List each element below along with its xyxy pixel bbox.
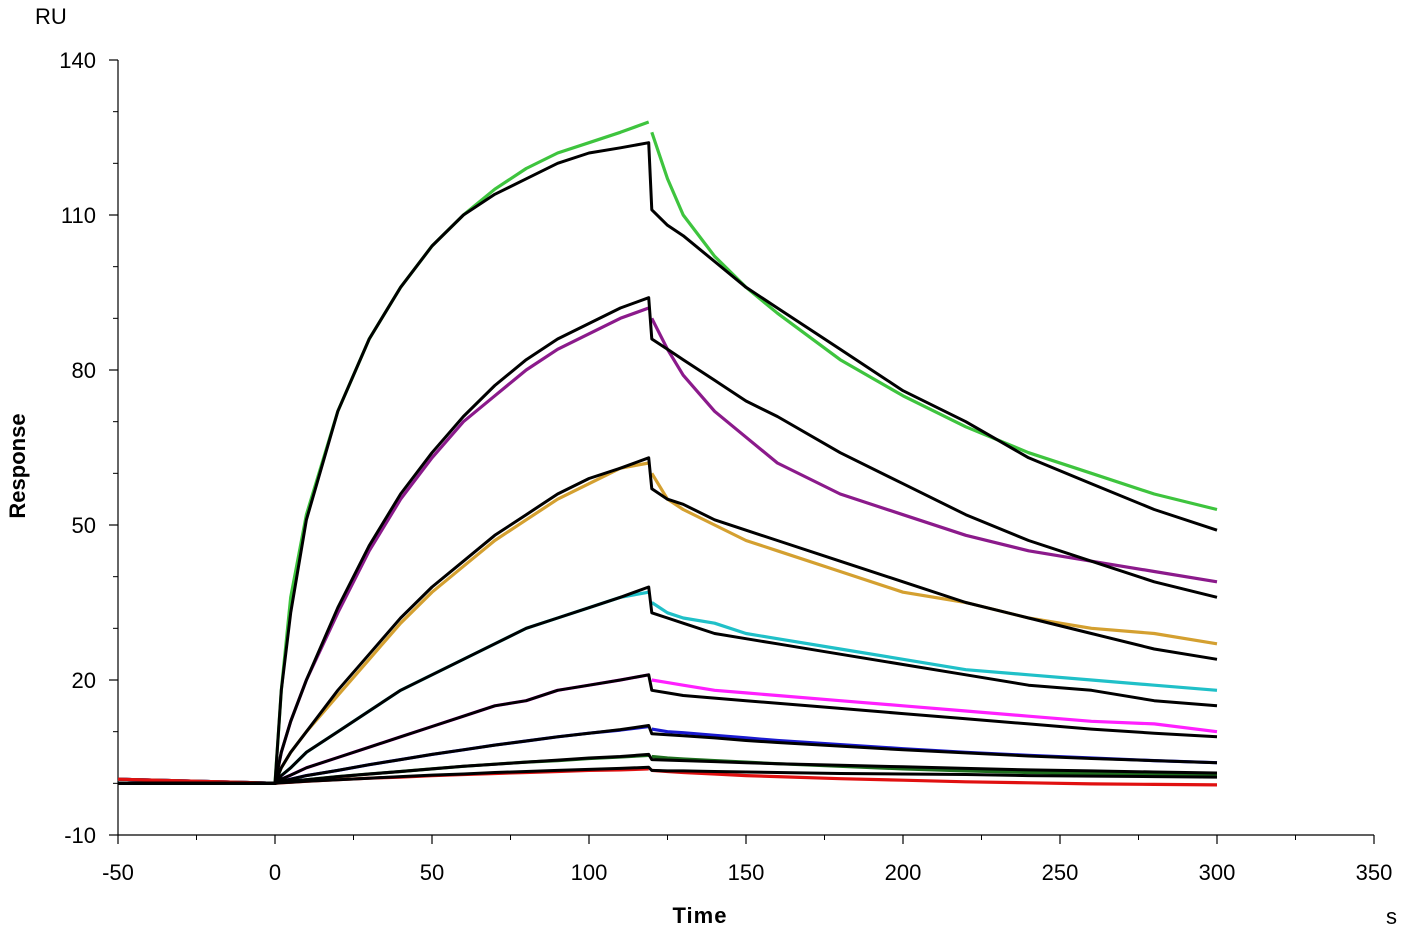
fit-curve-4 bbox=[118, 585, 1218, 785]
ticks bbox=[109, 59, 1375, 844]
series-layer bbox=[117, 120, 1218, 787]
x-tick-label: 350 bbox=[1356, 860, 1393, 885]
fit-curve-6 bbox=[118, 724, 1218, 785]
axes bbox=[117, 60, 1374, 836]
fit-curve-5 bbox=[118, 673, 1218, 785]
x-tick-label: -50 bbox=[102, 860, 134, 885]
fit-curve-1 bbox=[118, 141, 1218, 785]
fit-curve-7 bbox=[118, 752, 1218, 785]
observed-curve-dissociation-5 bbox=[651, 678, 1218, 734]
x-tick-label: 50 bbox=[420, 860, 444, 885]
observed-curve-association-5 bbox=[117, 673, 649, 785]
observed-curve-dissociation-3 bbox=[650, 472, 1218, 646]
x-tick-label: 0 bbox=[269, 860, 281, 885]
observed-curve-dissociation-6 bbox=[651, 727, 1218, 765]
x-tick-label: 300 bbox=[1199, 860, 1236, 885]
x-tick-label: 150 bbox=[728, 860, 765, 885]
x-unit-label: s bbox=[1386, 904, 1397, 929]
observed-curve-association-1 bbox=[117, 120, 650, 785]
y-tick-label: 110 bbox=[61, 203, 96, 228]
y-tick-label: -10 bbox=[64, 823, 96, 848]
y-tick-label: 20 bbox=[72, 668, 96, 693]
x-tick-label: 250 bbox=[1042, 860, 1079, 885]
observed-curve-dissociation-1 bbox=[650, 131, 1218, 512]
fit-curve-8 bbox=[118, 765, 1218, 785]
observed-curve-dissociation-8 bbox=[651, 768, 1218, 787]
y-tick-label: 80 bbox=[72, 358, 96, 383]
x-tick-label: 100 bbox=[571, 860, 608, 885]
fit-curve-3 bbox=[118, 456, 1218, 785]
tick-labels: -50 0 50 100 150 200 250 300 350 -10 20 50 80 110 140 bbox=[59, 48, 1392, 885]
y-unit-label: RU bbox=[35, 4, 67, 29]
observed-curve-dissociation-2 bbox=[650, 317, 1218, 584]
observed-curve-association-2 bbox=[117, 306, 650, 785]
y-tick-label: 50 bbox=[72, 513, 96, 538]
x-axis-title: Time bbox=[673, 903, 728, 928]
fit-curve-2 bbox=[118, 296, 1218, 785]
x-tick-label: 200 bbox=[885, 860, 922, 885]
y-axis-title: Response bbox=[5, 413, 30, 518]
y-tick-label: 140 bbox=[59, 48, 96, 73]
observed-curve-dissociation-4 bbox=[650, 601, 1218, 692]
